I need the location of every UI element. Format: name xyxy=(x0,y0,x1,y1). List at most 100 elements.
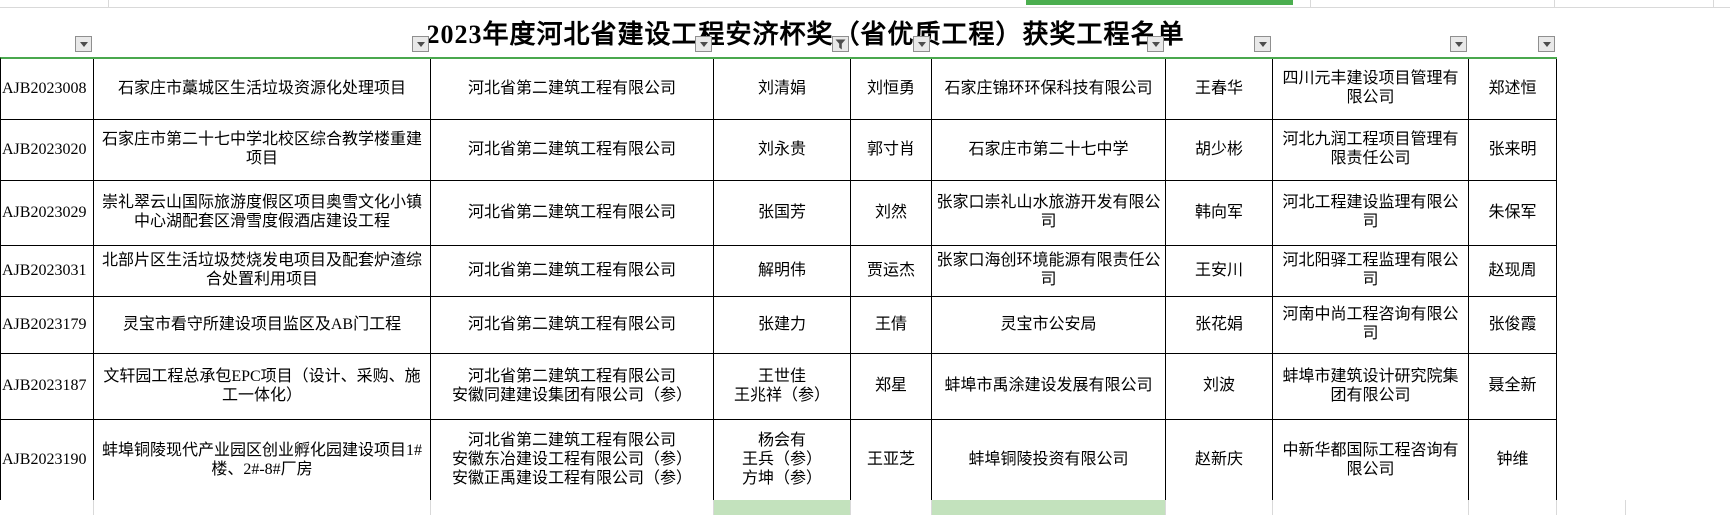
filter-dropdown-col-g[interactable] xyxy=(1254,36,1271,52)
green-filled-cell[interactable] xyxy=(931,500,1165,515)
cell-person-2[interactable]: 刘恒勇 xyxy=(851,59,932,120)
filter-dropdown-col-d[interactable] xyxy=(832,36,849,52)
cell-construction-company[interactable]: 河北省第二建筑工程有限公司 xyxy=(431,246,714,297)
cell-project-name[interactable]: 北部片区生活垃圾焚烧发电项目及配套炉渣综合处置利用项目 xyxy=(94,246,431,297)
chevron-down-icon xyxy=(1258,41,1267,47)
cell-construction-company[interactable]: 河北省第二建筑工程有限公司 xyxy=(431,120,714,181)
cell-award-no[interactable]: AJB2023179 xyxy=(1,297,94,354)
cell-supervision-company[interactable]: 四川元丰建设项目管理有限公司 xyxy=(1273,59,1469,120)
cell-person-4[interactable]: 张俊霞 xyxy=(1469,297,1557,354)
filter-dropdown-col-e[interactable] xyxy=(913,36,930,52)
cell-award-no[interactable]: AJB2023187 xyxy=(1,354,94,420)
filter-dropdown-col-f[interactable] xyxy=(1147,36,1164,52)
chevron-down-icon xyxy=(416,41,425,47)
cell-project-name[interactable]: 石家庄市藁城区生活垃圾资源化处理项目 xyxy=(94,59,431,120)
cell-project-name[interactable]: 石家庄市第二十七中学北校区综合教学楼重建项目 xyxy=(94,120,431,181)
cell-person-4[interactable]: 郑述恒 xyxy=(1469,59,1557,120)
cell-supervision-company[interactable]: 河北工程建设监理有限公司 xyxy=(1273,181,1469,246)
cell-person-4[interactable]: 朱保军 xyxy=(1469,181,1557,246)
gridline xyxy=(1310,0,1311,7)
cell-person-3[interactable]: 胡少彬 xyxy=(1166,120,1273,181)
cell-person-2[interactable]: 王倩 xyxy=(851,297,932,354)
gridline xyxy=(1165,500,1166,515)
gridline xyxy=(713,500,714,515)
gridline xyxy=(1554,0,1555,7)
cell-supervision-company[interactable]: 河北阳驿工程监理有限公司 xyxy=(1273,246,1469,297)
cell-person-3[interactable]: 赵新庆 xyxy=(1166,420,1273,502)
cell-person-1[interactable]: 杨会有 王兵（参） 方坤（参） xyxy=(714,420,851,502)
cell-person-1[interactable]: 刘永贵 xyxy=(714,120,851,181)
cell-person-2[interactable]: 贾运杰 xyxy=(851,246,932,297)
cell-owner-company[interactable]: 石家庄市第二十七中学 xyxy=(932,120,1166,181)
cell-award-no[interactable]: AJB2023029 xyxy=(1,181,94,246)
cell-owner-company[interactable]: 蚌埠铜陵投资有限公司 xyxy=(932,420,1166,502)
cell-supervision-company[interactable]: 河南中尚工程咨询有限公司 xyxy=(1273,297,1469,354)
cell-award-no[interactable]: AJB2023031 xyxy=(1,246,94,297)
cell-construction-company[interactable]: 河北省第二建筑工程有限公司 xyxy=(431,59,714,120)
cell-person-4[interactable]: 钟维 xyxy=(1469,420,1557,502)
chevron-down-icon xyxy=(1454,41,1463,47)
cell-project-name[interactable]: 崇礼翠云山国际旅游度假区项目奥雪文化小镇中心湖配套区滑雪度假酒店建设工程 xyxy=(94,181,431,246)
top-row-strip xyxy=(0,0,1730,8)
chevron-down-icon xyxy=(699,41,708,47)
cell-person-2[interactable]: 王亚芝 xyxy=(851,420,932,502)
cell-person-3[interactable]: 王安川 xyxy=(1166,246,1273,297)
cell-person-1[interactable]: 解明伟 xyxy=(714,246,851,297)
filter-dropdown-col-c[interactable] xyxy=(695,36,712,52)
chevron-down-icon xyxy=(1542,41,1551,47)
cell-supervision-company[interactable]: 中新华都国际工程咨询有限公司 xyxy=(1273,420,1469,502)
cell-project-name[interactable]: 文轩园工程总承包EPC项目（设计、采购、施工一体化） xyxy=(94,354,431,420)
selection-accent-bar xyxy=(1026,0,1293,5)
cell-owner-company[interactable]: 灵宝市公安局 xyxy=(932,297,1166,354)
chevron-down-icon xyxy=(917,41,926,47)
sheet-title: 2023年度河北省建设工程安济杯奖（省优质工程）获奖工程名单 xyxy=(426,19,1185,49)
cell-construction-company[interactable]: 河北省第二建筑工程有限公司 安徽同建建设集团有限公司（参） xyxy=(431,354,714,420)
cell-person-3[interactable]: 韩向军 xyxy=(1166,181,1273,246)
cell-supervision-company[interactable]: 河北九润工程项目管理有限责任公司 xyxy=(1273,120,1469,181)
cell-project-name[interactable]: 蚌埠铜陵现代产业园区创业孵化园建设项目1#楼、2#-8#厂房 xyxy=(94,420,431,502)
awards-table: AJB2023008 石家庄市藁城区生活垃圾资源化处理项目 河北省第二建筑工程有… xyxy=(0,57,1557,502)
cell-construction-company[interactable]: 河北省第二建筑工程有限公司 xyxy=(431,297,714,354)
gridline xyxy=(430,500,431,515)
cell-person-2[interactable]: 郭寸肖 xyxy=(851,120,932,181)
cell-person-2[interactable]: 郑星 xyxy=(851,354,932,420)
cell-award-no[interactable]: AJB2023020 xyxy=(1,120,94,181)
cell-owner-company[interactable]: 张家口崇礼山水旅游开发有限公司 xyxy=(932,181,1166,246)
cell-project-name[interactable]: 灵宝市看守所建设项目监区及AB门工程 xyxy=(94,297,431,354)
cell-person-1[interactable]: 王世佳 王兆祥（参） xyxy=(714,354,851,420)
cell-award-no[interactable]: AJB2023008 xyxy=(1,59,94,120)
cell-owner-company[interactable]: 石家庄锦环环保科技有限公司 xyxy=(932,59,1166,120)
filter-dropdown-col-h[interactable] xyxy=(1450,36,1467,52)
cell-construction-company[interactable]: 河北省第二建筑工程有限公司 安徽东冶建设工程有限公司（参） 安徽正禹建设工程有限… xyxy=(431,420,714,502)
cell-person-1[interactable]: 刘清娟 xyxy=(714,59,851,120)
cell-owner-company[interactable]: 蚌埠市禹涂建设发展有限公司 xyxy=(932,354,1166,420)
gridline xyxy=(931,500,932,515)
cell-person-4[interactable]: 张来明 xyxy=(1469,120,1557,181)
filter-dropdown-col-i[interactable] xyxy=(1538,36,1555,52)
cell-person-2[interactable]: 刘然 xyxy=(851,181,932,246)
chevron-down-icon xyxy=(1151,41,1160,47)
gridline xyxy=(108,0,109,7)
gridline xyxy=(1556,500,1557,515)
cell-construction-company[interactable]: 河北省第二建筑工程有限公司 xyxy=(431,181,714,246)
cell-person-3[interactable]: 张花娟 xyxy=(1166,297,1273,354)
cell-person-3[interactable]: 王春华 xyxy=(1166,59,1273,120)
cell-person-3[interactable]: 刘波 xyxy=(1166,354,1273,420)
gridline xyxy=(1468,500,1469,515)
chevron-down-icon xyxy=(79,41,88,47)
cell-person-4[interactable]: 赵现周 xyxy=(1469,246,1557,297)
cell-person-1[interactable]: 张国芳 xyxy=(714,181,851,246)
cell-owner-company[interactable]: 张家口海创环境能源有限责任公司 xyxy=(932,246,1166,297)
cell-supervision-company[interactable]: 蚌埠市建筑设计研究院集团有限公司 xyxy=(1273,354,1469,420)
green-filled-cell[interactable] xyxy=(713,500,850,515)
cell-award-no[interactable]: AJB2023190 xyxy=(1,420,94,502)
gridline xyxy=(850,500,851,515)
cell-person-4[interactable]: 聂全新 xyxy=(1469,354,1557,420)
filter-dropdown-col-b[interactable] xyxy=(412,36,429,52)
filter-dropdown-col-a[interactable] xyxy=(75,36,92,52)
title-cell[interactable]: 2023年度河北省建设工程安济杯奖（省优质工程）获奖工程名单 xyxy=(0,8,1556,56)
cell-person-1[interactable]: 张建力 xyxy=(714,297,851,354)
bottom-row-strip xyxy=(0,500,1730,515)
filter-funnel-icon xyxy=(835,39,846,49)
